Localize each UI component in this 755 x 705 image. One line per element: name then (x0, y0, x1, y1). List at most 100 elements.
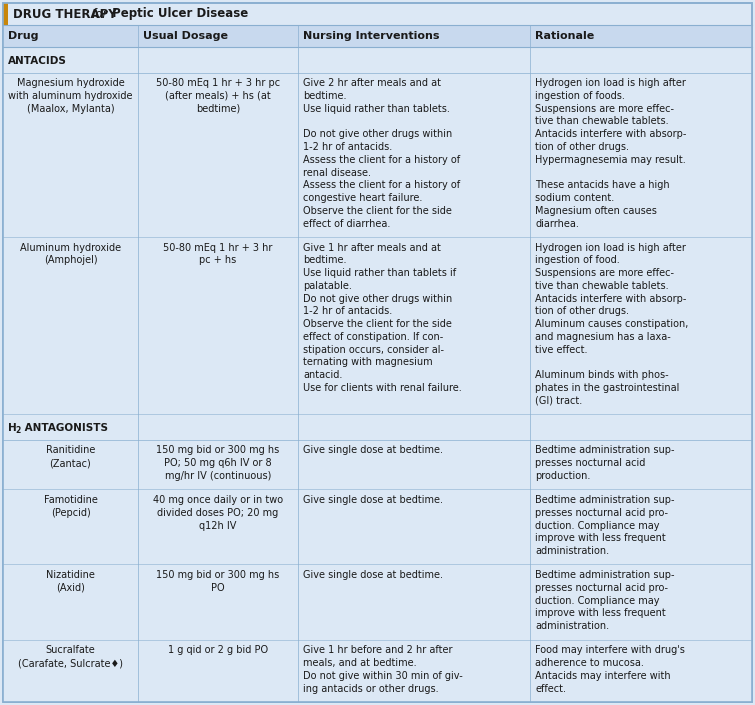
Text: presses nocturnal acid pro-: presses nocturnal acid pro- (535, 583, 668, 593)
Text: Give 1 hr before and 2 hr after: Give 1 hr before and 2 hr after (303, 645, 452, 655)
Text: mg/hr IV (continuous): mg/hr IV (continuous) (165, 471, 271, 481)
Text: (after meals) + hs (at: (after meals) + hs (at (165, 91, 271, 101)
Bar (3, 3, 8, 25)
Text: presses nocturnal acid: presses nocturnal acid (535, 458, 646, 468)
Text: 50-80 mEq 1 hr + 3 hr pc: 50-80 mEq 1 hr + 3 hr pc (156, 78, 280, 88)
Text: Observe the client for the side: Observe the client for the side (303, 319, 452, 329)
Text: Hydrogen ion load is high after: Hydrogen ion load is high after (535, 243, 686, 252)
Bar (3, 415, 752, 440)
Text: Do not give other drugs within: Do not give other drugs within (303, 129, 452, 139)
Text: ternating with magnesium: ternating with magnesium (303, 357, 433, 367)
Text: Antacids may interfere with: Antacids may interfere with (535, 671, 670, 681)
Text: Magnesium hydroxide: Magnesium hydroxide (17, 78, 125, 88)
Text: H: H (8, 423, 17, 434)
Text: Suspensions are more effec-: Suspensions are more effec- (535, 268, 674, 278)
Text: Peptic Ulcer Disease: Peptic Ulcer Disease (108, 8, 248, 20)
Text: Antacids interfere with absorp-: Antacids interfere with absorp- (535, 129, 686, 139)
Text: (Carafate, Sulcrate♦): (Carafate, Sulcrate♦) (18, 658, 123, 668)
Text: sodium content.: sodium content. (535, 193, 615, 203)
Text: Do not give within 30 min of giv-: Do not give within 30 min of giv- (303, 671, 463, 681)
Bar (3, 47, 752, 73)
Text: Assess the client for a history of: Assess the client for a history of (303, 180, 460, 190)
Text: Give single dose at bedtime.: Give single dose at bedtime. (303, 570, 443, 580)
Text: 40 mg once daily or in two: 40 mg once daily or in two (153, 495, 283, 505)
Text: ing antacids or other drugs.: ing antacids or other drugs. (303, 684, 439, 694)
Text: (Amphojel): (Amphojel) (44, 255, 97, 265)
Text: adherence to mucosa.: adherence to mucosa. (535, 658, 644, 668)
Text: Hypermagnesemia may result.: Hypermagnesemia may result. (535, 155, 686, 165)
Text: Bedtime administration sup-: Bedtime administration sup- (535, 570, 674, 580)
Text: 50-80 mEq 1 hr + 3 hr: 50-80 mEq 1 hr + 3 hr (163, 243, 273, 252)
Text: tive than chewable tablets.: tive than chewable tablets. (535, 116, 669, 126)
Text: Magnesium often causes: Magnesium often causes (535, 206, 657, 216)
Text: Observe the client for the side: Observe the client for the side (303, 206, 452, 216)
Text: Suspensions are more effec-: Suspensions are more effec- (535, 104, 674, 114)
Text: 2: 2 (16, 427, 20, 435)
Text: PO; 50 mg q6h IV or 8: PO; 50 mg q6h IV or 8 (164, 458, 272, 468)
Text: Use for clients with renal failure.: Use for clients with renal failure. (303, 383, 462, 393)
Bar (3, 440, 752, 489)
Text: Assess the client for a history of: Assess the client for a history of (303, 155, 460, 165)
Bar (3, 237, 752, 415)
Text: duction. Compliance may: duction. Compliance may (535, 596, 660, 606)
Text: Rationale: Rationale (535, 31, 594, 41)
Text: meals, and at bedtime.: meals, and at bedtime. (303, 658, 417, 668)
Text: for: for (91, 8, 107, 20)
Text: duction. Compliance may: duction. Compliance may (535, 520, 660, 531)
Text: improve with less frequent: improve with less frequent (535, 533, 666, 544)
Text: Drug: Drug (8, 31, 39, 41)
Text: Bedtime administration sup-: Bedtime administration sup- (535, 495, 674, 505)
Text: antacid.: antacid. (303, 370, 342, 380)
Bar (3, 489, 752, 565)
Text: tive than chewable tablets.: tive than chewable tablets. (535, 281, 669, 291)
Text: 1 g qid or 2 g bid PO: 1 g qid or 2 g bid PO (168, 645, 268, 655)
Text: Aluminum causes constipation,: Aluminum causes constipation, (535, 319, 689, 329)
Text: administration.: administration. (535, 621, 609, 631)
Text: 150 mg bid or 300 mg hs: 150 mg bid or 300 mg hs (156, 570, 279, 580)
Text: 150 mg bid or 300 mg hs: 150 mg bid or 300 mg hs (156, 446, 279, 455)
Text: tive effect.: tive effect. (535, 345, 587, 355)
Text: congestive heart failure.: congestive heart failure. (303, 193, 422, 203)
Text: Sucralfate: Sucralfate (45, 645, 95, 655)
Text: stipation occurs, consider al-: stipation occurs, consider al- (303, 345, 444, 355)
Text: PO: PO (211, 583, 225, 593)
Text: Use liquid rather than tablets if: Use liquid rather than tablets if (303, 268, 456, 278)
Text: ingestion of foods.: ingestion of foods. (535, 91, 625, 101)
Text: q12h IV: q12h IV (199, 520, 236, 531)
Bar (3, 25, 752, 47)
Text: Nursing Interventions: Nursing Interventions (303, 31, 439, 41)
Text: Hydrogen ion load is high after: Hydrogen ion load is high after (535, 78, 686, 88)
Text: Give single dose at bedtime.: Give single dose at bedtime. (303, 446, 443, 455)
Text: diarrhea.: diarrhea. (535, 219, 579, 228)
Text: improve with less frequent: improve with less frequent (535, 608, 666, 618)
Text: bedtime): bedtime) (196, 104, 240, 114)
Text: These antacids have a high: These antacids have a high (535, 180, 670, 190)
Text: Give 1 hr after meals and at: Give 1 hr after meals and at (303, 243, 441, 252)
Bar (3, 565, 752, 639)
Bar (3, 639, 752, 702)
Text: presses nocturnal acid pro-: presses nocturnal acid pro- (535, 508, 668, 517)
Text: phates in the gastrointestinal: phates in the gastrointestinal (535, 383, 680, 393)
Text: (GI) tract.: (GI) tract. (535, 396, 582, 406)
Text: (Zantac): (Zantac) (50, 458, 91, 468)
Text: effect of constipation. If con-: effect of constipation. If con- (303, 332, 443, 342)
Text: Do not give other drugs within: Do not give other drugs within (303, 294, 452, 304)
Text: ANTAGONISTS: ANTAGONISTS (21, 423, 108, 434)
Text: and magnesium has a laxa-: and magnesium has a laxa- (535, 332, 670, 342)
Text: Aluminum binds with phos-: Aluminum binds with phos- (535, 370, 669, 380)
Text: palatable.: palatable. (303, 281, 352, 291)
Text: renal disease.: renal disease. (303, 168, 371, 178)
Text: tion of other drugs.: tion of other drugs. (535, 142, 629, 152)
Text: (Maalox, Mylanta): (Maalox, Mylanta) (26, 104, 114, 114)
Text: DRUG THERAPY: DRUG THERAPY (13, 8, 121, 20)
Text: tion of other drugs.: tion of other drugs. (535, 307, 629, 317)
Text: Famotidine: Famotidine (44, 495, 97, 505)
Bar (3, 73, 752, 237)
Text: Food may interfere with drug's: Food may interfere with drug's (535, 645, 685, 655)
Text: Aluminum hydroxide: Aluminum hydroxide (20, 243, 121, 252)
Text: administration.: administration. (535, 546, 609, 556)
Text: Ranitidine: Ranitidine (46, 446, 95, 455)
Text: bedtime.: bedtime. (303, 91, 347, 101)
Text: divided doses PO; 20 mg: divided doses PO; 20 mg (157, 508, 279, 517)
Text: Usual Dosage: Usual Dosage (143, 31, 228, 41)
